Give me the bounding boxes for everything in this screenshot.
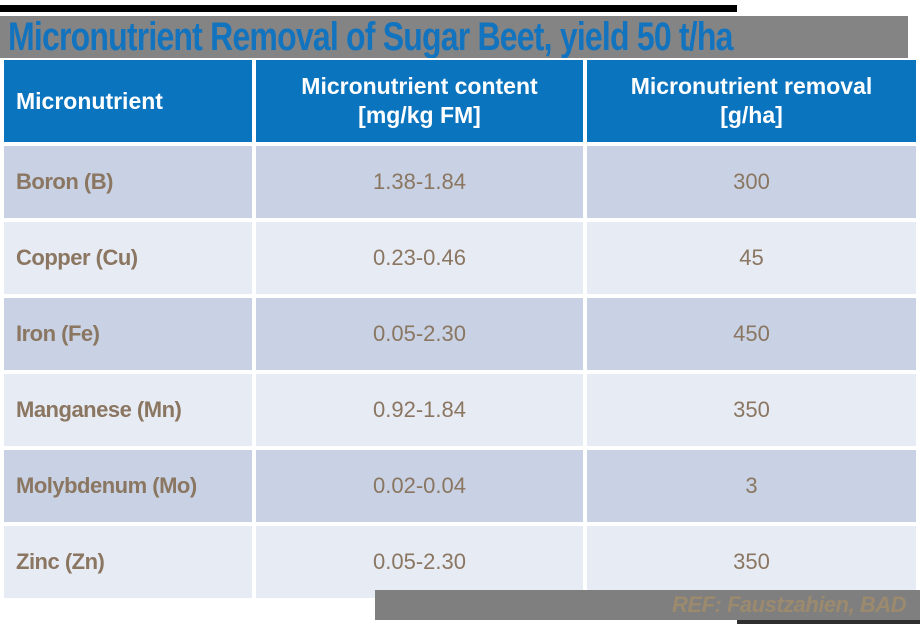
row-label: Boron (B)	[4, 146, 252, 218]
content-value: 1.38-1.84	[256, 146, 583, 218]
table-row-boron: Boron (B) 1.38-1.84 300	[4, 146, 916, 218]
table-row-zinc: Zinc (Zn) 0.05-2.30 350	[4, 526, 916, 598]
footer-underline	[737, 620, 920, 624]
row-label: Molybdenum (Mo)	[4, 450, 252, 522]
content-value: 0.23-0.46	[256, 222, 583, 294]
table-row-manganese: Manganese (Mn) 0.92-1.84 350	[4, 374, 916, 446]
table-row-copper: Copper (Cu) 0.23-0.46 45	[4, 222, 916, 294]
reference-text: REF: Faustzahien, BAD	[672, 592, 906, 617]
content-value: 0.02-0.04	[256, 450, 583, 522]
title-band: Micronutrient Removal of Sugar Beet, yie…	[0, 16, 908, 58]
removal-value: 350	[587, 526, 916, 598]
removal-value: 300	[587, 146, 916, 218]
page-title: Micronutrient Removal of Sugar Beet, yie…	[8, 16, 733, 58]
row-label: Manganese (Mn)	[4, 374, 252, 446]
top-accent-bar	[0, 5, 737, 12]
table-row-molybdenum: Molybdenum (Mo) 0.02-0.04 3	[4, 450, 916, 522]
row-label: Iron (Fe)	[4, 298, 252, 370]
table-row-iron: Iron (Fe) 0.05-2.30 450	[4, 298, 916, 370]
content-value: 0.92-1.84	[256, 374, 583, 446]
content-value: 0.05-2.30	[256, 298, 583, 370]
row-label: Zinc (Zn)	[4, 526, 252, 598]
removal-value: 45	[587, 222, 916, 294]
footer-bar: REF: Faustzahien, BAD	[375, 590, 920, 620]
removal-value: 450	[587, 298, 916, 370]
header-content: Micronutrient content [mg/kg FM]	[256, 60, 583, 142]
micronutrient-table: Micronutrient Micronutrient content [mg/…	[0, 56, 920, 602]
header-micronutrient: Micronutrient	[4, 60, 252, 142]
header-removal: Micronutrient removal [g/ha]	[587, 60, 916, 142]
table-header-row: Micronutrient Micronutrient content [mg/…	[4, 60, 916, 142]
removal-value: 350	[587, 374, 916, 446]
row-label: Copper (Cu)	[4, 222, 252, 294]
removal-value: 3	[587, 450, 916, 522]
content-value: 0.05-2.30	[256, 526, 583, 598]
